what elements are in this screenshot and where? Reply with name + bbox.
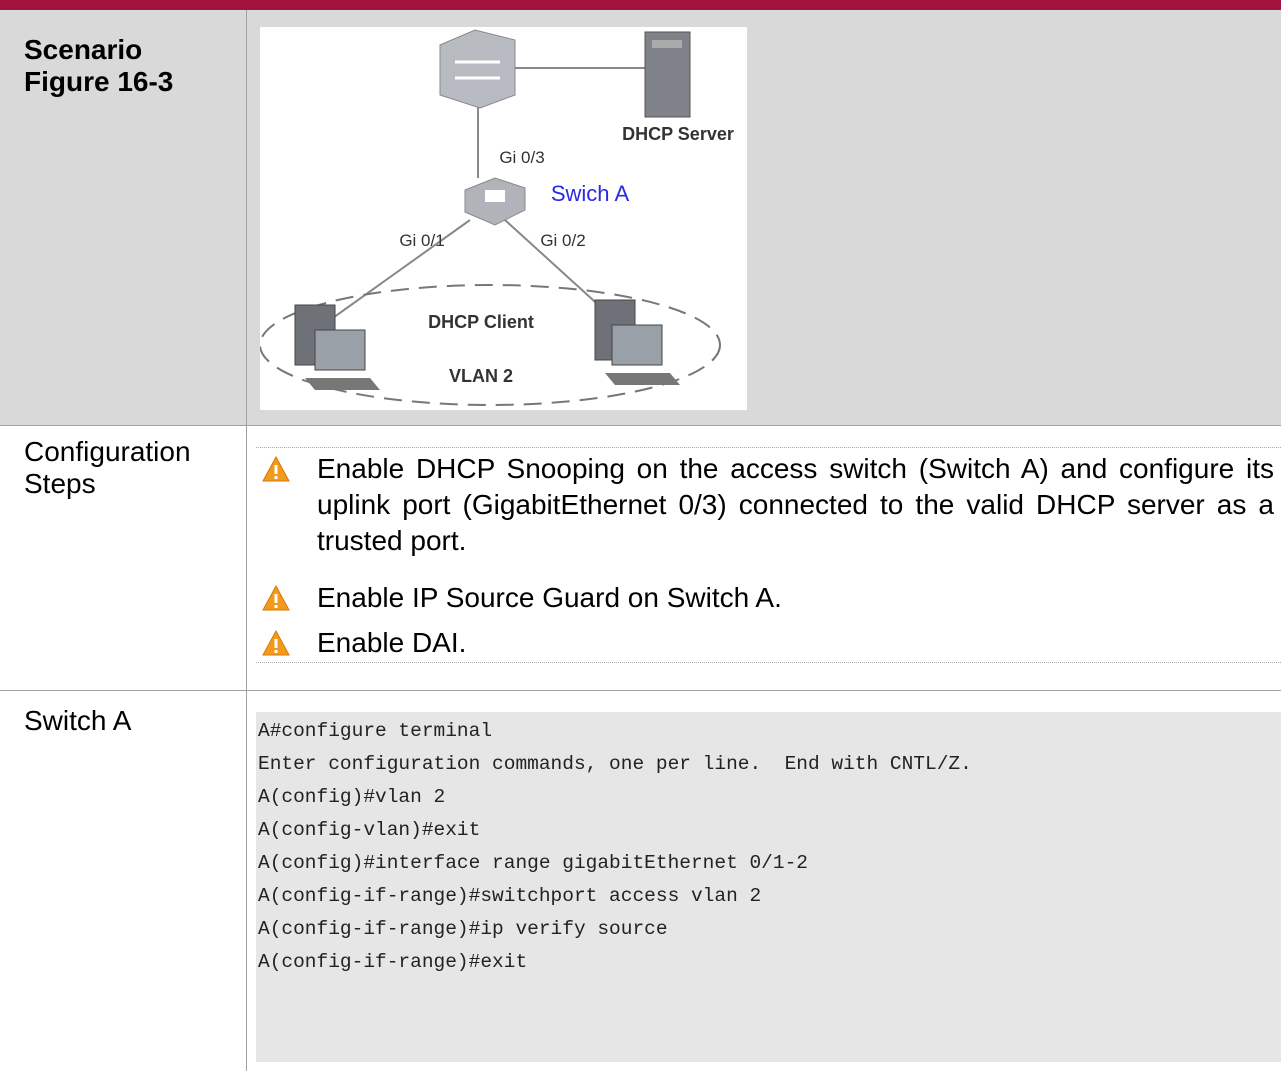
row-label: Switch A [24, 705, 132, 736]
network-diagram: DHCP Server Gi 0/3 Swich A Gi 0/1 Gi 0/2… [260, 27, 747, 410]
diagram-label: Gi 0/1 [399, 231, 444, 250]
code-line: A(config-if-range)#switchport access vla… [258, 885, 762, 907]
diagram-label: DHCP Client [428, 312, 534, 332]
code-line: A(config-if-range)#exit [258, 951, 528, 973]
diagram-label: Gi 0/2 [540, 231, 585, 250]
step-item: Enable IP Source Guard on Switch A. [262, 580, 1274, 616]
step-text: Enable IP Source Guard on Switch A. [317, 582, 782, 613]
top-border [0, 0, 1281, 10]
warning-icon [262, 630, 290, 656]
step-item: Enable DAI. [262, 625, 1274, 661]
row-divider [0, 690, 1281, 691]
diagram-label: Gi 0/3 [499, 148, 544, 167]
step-text: Enable DAI. [317, 627, 467, 658]
warning-icon [262, 585, 290, 611]
diagram-label: Swich A [551, 181, 630, 206]
code-line: A#configure terminal [258, 720, 493, 742]
code-block: A#configure terminal Enter configuration … [256, 712, 1281, 1062]
row-label: Configuration Steps [24, 436, 191, 499]
step-item: Enable DHCP Snooping on the access switc… [262, 451, 1274, 559]
step-text: Enable DHCP Snooping on the access switc… [317, 453, 1274, 556]
warning-icon [262, 456, 290, 482]
row-label: Scenario Figure 16-3 [24, 34, 173, 98]
code-line: Enter configuration commands, one per li… [258, 753, 972, 775]
column-divider [246, 10, 247, 1071]
diagram-label: VLAN 2 [449, 366, 513, 386]
code-line: A(config-if-range)#ip verify source [258, 918, 668, 940]
code-line: A(config-vlan)#exit [258, 819, 481, 841]
figure-number: Figure 16-3 [24, 66, 174, 97]
dotted-rule [256, 662, 1281, 663]
row-divider [0, 425, 1281, 426]
dotted-rule [256, 447, 1281, 448]
code-line: A(config)#interface range gigabitEtherne… [258, 852, 808, 874]
diagram-label: DHCP Server [622, 124, 734, 144]
label-text: Scenario [24, 34, 143, 65]
code-line: A(config)#vlan 2 [258, 786, 446, 808]
